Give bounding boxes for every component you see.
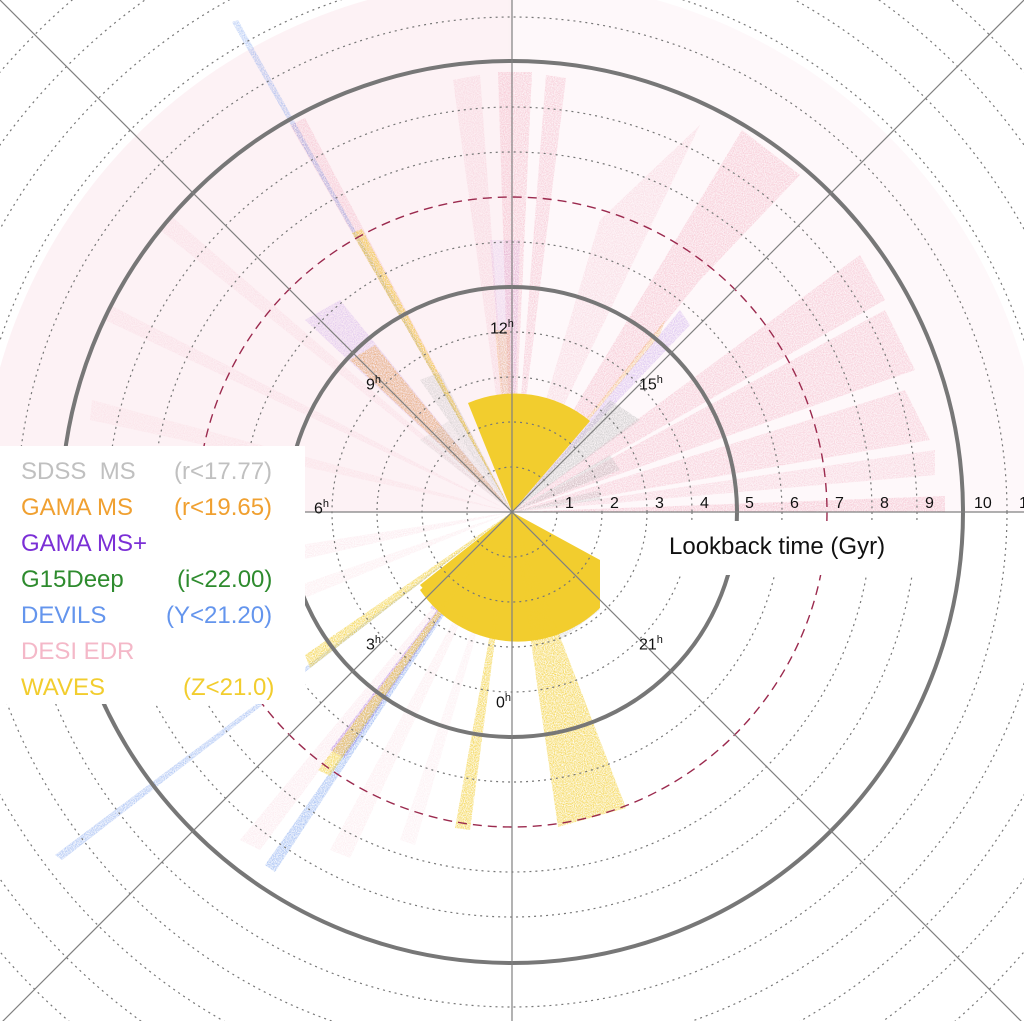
radial-tick: 8: [880, 495, 889, 512]
desi-wedge: [512, 390, 930, 512]
desi-wedge: [512, 496, 945, 512]
legend-label: DEVILS: [21, 602, 107, 629]
radial-tick: 2: [610, 495, 619, 512]
radial-tick: 9: [925, 495, 934, 512]
hour-label-12h: 12h: [490, 318, 514, 338]
legend-label: GAMA MS+: [21, 530, 148, 557]
waves-wedges: [305, 229, 626, 830]
radial-tick: 1: [1019, 495, 1024, 512]
desi-wedge: [300, 512, 512, 560]
radial-tick: 1: [565, 495, 574, 512]
radial-tick: 3: [655, 495, 664, 512]
hour-label-9h: 9h: [366, 374, 382, 394]
waves-strip: [352, 229, 512, 512]
legend: SDSS MS (r<17.77) GAMA MS (r<19.65) GAMA…: [0, 446, 305, 704]
legend-label: WAVES: [21, 674, 106, 701]
legend-cut: (Y<21.20): [166, 602, 273, 629]
radial-tick: 5: [745, 495, 754, 512]
desi-wedge: [512, 450, 935, 512]
desi-wedge: [300, 512, 512, 600]
waves-south-wedge: [512, 512, 626, 827]
hour-label-21h: 21h: [639, 634, 663, 654]
radial-tick: 7: [835, 495, 844, 512]
hour-label-0h: 0h: [496, 692, 512, 712]
waves-strip: [305, 512, 512, 668]
radial-tick: 10: [974, 495, 992, 512]
legend-cut: (Z<21.0): [183, 674, 275, 701]
waves-south-fan-core: [420, 512, 512, 626]
legend-label: SDSS MS: [21, 458, 136, 485]
desi-wedge: [105, 305, 512, 512]
legend-label: DESI EDR: [21, 638, 135, 665]
waves-strip: [318, 512, 512, 776]
radial-tick: 4: [700, 495, 709, 512]
radial-axis-title-box: Lookback time (Gyr): [653, 521, 943, 575]
hour-label-15h: 15h: [639, 374, 663, 394]
legend-cut: (i<22.00): [177, 566, 273, 593]
legend-label: GAMA MS: [21, 494, 134, 521]
radial-tick: 6: [790, 495, 799, 512]
legend-cut: (r<19.65): [174, 494, 273, 521]
hour-label-3h: 3h: [366, 634, 382, 654]
waves-south-strip: [455, 512, 512, 830]
legend-cut: (r<17.77): [174, 458, 273, 485]
radial-axis-title: Lookback time (Gyr): [669, 533, 886, 560]
hour-label-6h: 6h: [314, 498, 330, 518]
legend-label: G15Deep: [21, 566, 124, 593]
